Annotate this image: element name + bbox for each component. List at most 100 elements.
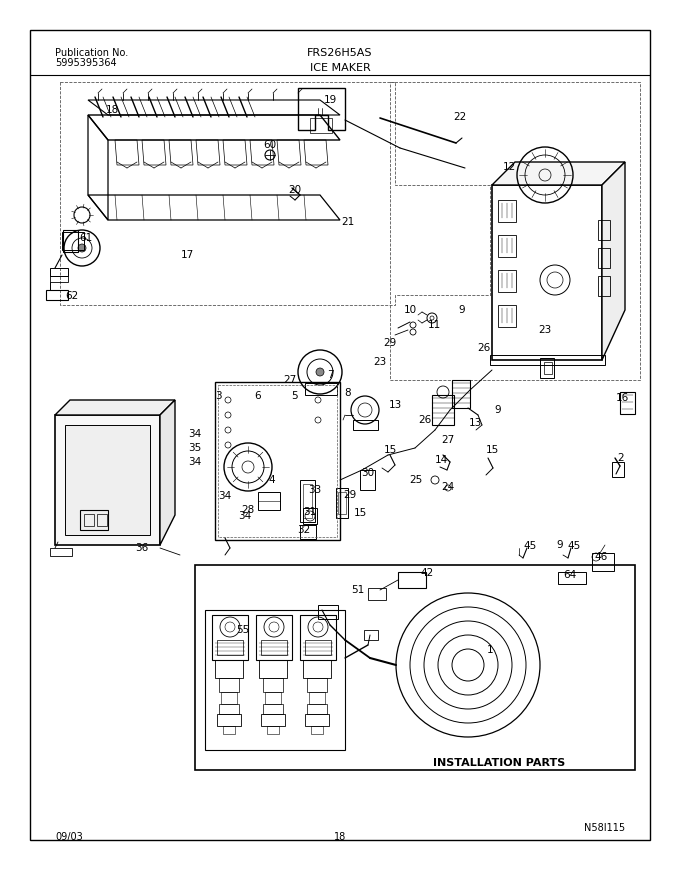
Bar bbox=[205, 610, 345, 750]
Bar bbox=[305, 640, 331, 655]
Text: 28: 28 bbox=[241, 505, 254, 515]
Polygon shape bbox=[160, 400, 175, 545]
Bar bbox=[398, 572, 426, 588]
Bar bbox=[307, 678, 327, 692]
Bar bbox=[259, 660, 287, 678]
Bar bbox=[498, 270, 516, 292]
Bar bbox=[63, 230, 78, 252]
Text: 45: 45 bbox=[524, 541, 537, 551]
Bar bbox=[305, 714, 329, 726]
Bar bbox=[261, 640, 287, 655]
Bar bbox=[65, 425, 150, 535]
Text: 6: 6 bbox=[255, 391, 261, 401]
Text: 19: 19 bbox=[324, 95, 337, 105]
Circle shape bbox=[78, 244, 86, 252]
Text: 60: 60 bbox=[263, 140, 277, 150]
Text: 9: 9 bbox=[459, 305, 465, 315]
Text: 30: 30 bbox=[362, 468, 375, 478]
Bar bbox=[336, 488, 348, 518]
Text: 55: 55 bbox=[237, 625, 250, 635]
Bar bbox=[598, 220, 610, 240]
Polygon shape bbox=[602, 162, 625, 360]
Text: 11: 11 bbox=[427, 320, 441, 330]
Bar bbox=[490, 355, 605, 365]
Bar bbox=[215, 660, 243, 678]
Text: 62: 62 bbox=[65, 291, 79, 301]
Bar bbox=[62, 232, 84, 250]
Bar bbox=[267, 726, 279, 734]
Text: 25: 25 bbox=[409, 475, 423, 485]
Text: 1: 1 bbox=[487, 645, 493, 655]
Text: 61: 61 bbox=[80, 233, 92, 243]
Text: 23: 23 bbox=[539, 325, 551, 335]
Text: 3: 3 bbox=[215, 391, 221, 401]
Text: 15: 15 bbox=[486, 445, 498, 455]
Bar bbox=[498, 305, 516, 327]
Text: 12: 12 bbox=[503, 162, 515, 172]
Text: 16: 16 bbox=[615, 393, 628, 403]
Text: 4: 4 bbox=[269, 475, 275, 485]
Text: 5995395364: 5995395364 bbox=[55, 58, 117, 68]
Text: 64: 64 bbox=[563, 570, 577, 580]
Bar bbox=[540, 358, 554, 378]
Bar bbox=[311, 726, 323, 734]
Bar bbox=[50, 268, 68, 276]
Bar bbox=[263, 704, 283, 714]
Bar bbox=[492, 185, 602, 360]
Bar bbox=[300, 615, 336, 660]
Text: 36: 36 bbox=[135, 543, 149, 553]
Text: ICE MAKER: ICE MAKER bbox=[309, 63, 371, 73]
Text: 34: 34 bbox=[239, 511, 252, 521]
Bar bbox=[592, 553, 614, 571]
Bar bbox=[310, 118, 332, 133]
Text: FRS26H5AS: FRS26H5AS bbox=[307, 48, 373, 58]
Text: 15: 15 bbox=[384, 445, 396, 455]
Bar bbox=[558, 572, 586, 584]
Bar bbox=[84, 514, 94, 526]
Text: 26: 26 bbox=[477, 343, 491, 353]
Text: 32: 32 bbox=[297, 525, 311, 535]
Text: 9: 9 bbox=[494, 405, 501, 415]
Text: 34: 34 bbox=[188, 429, 202, 439]
Text: 18: 18 bbox=[105, 105, 118, 115]
Circle shape bbox=[316, 368, 324, 376]
Bar bbox=[50, 548, 72, 556]
Bar bbox=[364, 630, 378, 640]
Text: 13: 13 bbox=[388, 400, 402, 410]
Bar bbox=[219, 678, 239, 692]
Bar bbox=[353, 420, 378, 430]
Bar bbox=[368, 588, 386, 600]
Text: 20: 20 bbox=[288, 185, 301, 195]
Bar bbox=[303, 660, 331, 678]
Bar bbox=[265, 692, 281, 704]
Text: 35: 35 bbox=[188, 443, 202, 453]
Polygon shape bbox=[55, 400, 175, 415]
Bar bbox=[97, 514, 107, 526]
Bar bbox=[261, 714, 285, 726]
Bar bbox=[223, 726, 235, 734]
Bar bbox=[50, 276, 68, 282]
Bar bbox=[212, 615, 248, 660]
Bar bbox=[360, 470, 375, 490]
Bar bbox=[256, 615, 292, 660]
Text: N58I115: N58I115 bbox=[584, 823, 625, 833]
Text: 22: 22 bbox=[454, 112, 466, 122]
Bar bbox=[195, 565, 635, 770]
Bar bbox=[218, 385, 337, 537]
Text: 5: 5 bbox=[292, 391, 299, 401]
Bar bbox=[338, 492, 346, 514]
Bar bbox=[303, 508, 317, 524]
Bar bbox=[612, 462, 624, 477]
Text: 17: 17 bbox=[180, 250, 194, 260]
Text: 9: 9 bbox=[557, 540, 563, 550]
Text: 46: 46 bbox=[594, 552, 608, 562]
Bar bbox=[217, 714, 241, 726]
Bar bbox=[263, 678, 283, 692]
Bar bbox=[452, 380, 470, 408]
Polygon shape bbox=[492, 162, 625, 185]
Text: 14: 14 bbox=[435, 455, 447, 465]
Text: 29: 29 bbox=[384, 338, 396, 348]
Bar bbox=[46, 290, 68, 300]
Bar bbox=[300, 480, 315, 522]
Text: 2: 2 bbox=[617, 453, 624, 463]
